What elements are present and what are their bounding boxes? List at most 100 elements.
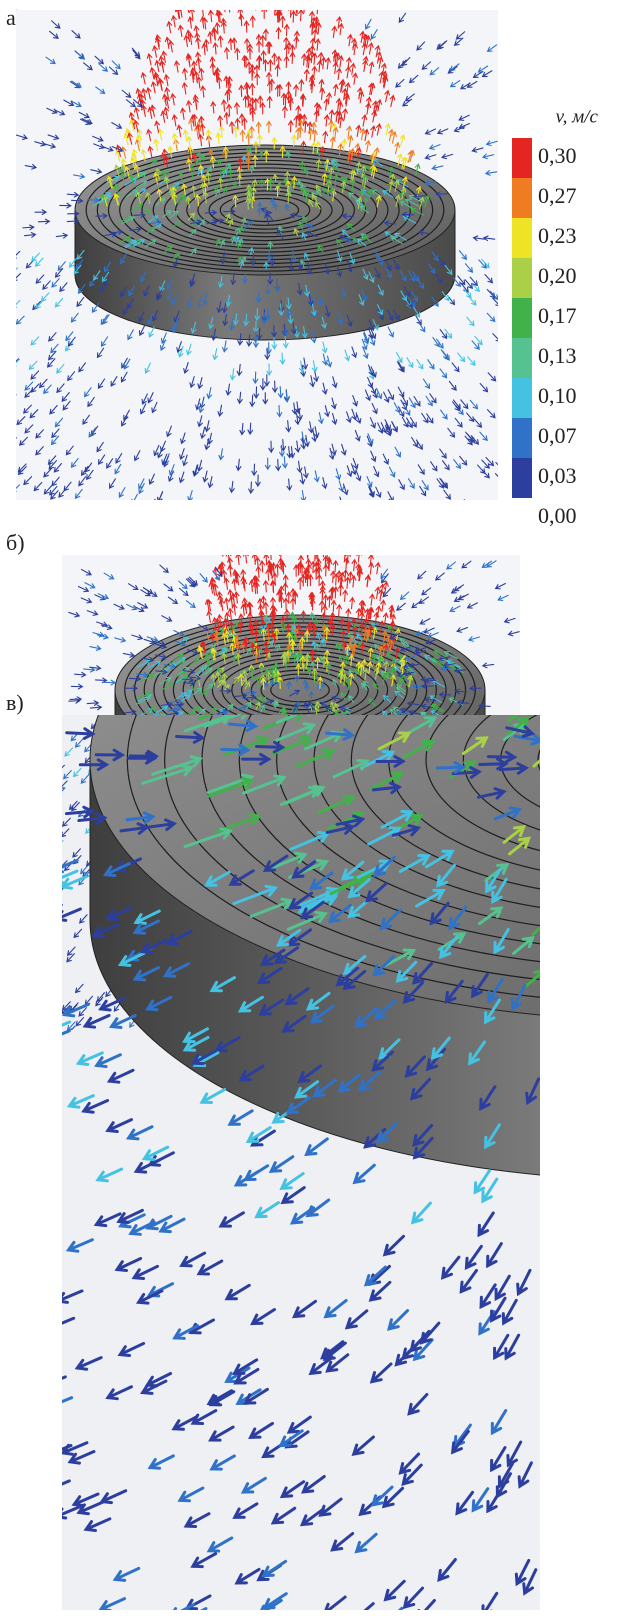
- flow-arrow: [312, 193, 318, 202]
- flow-arrow: [86, 469, 94, 481]
- flow-arrow: [429, 67, 440, 76]
- disc-ring: [130, 163, 400, 257]
- flow-arrow: [406, 417, 413, 429]
- flow-arrow: [592, 541, 605, 557]
- flow-arrow: [34, 257, 44, 267]
- flow-arrow: [347, 571, 354, 584]
- flow-arrow: [71, 80, 82, 88]
- flow-arrow: [411, 600, 422, 609]
- flow-arrow: [106, 458, 114, 469]
- flow-arrow: [189, 10, 195, 20]
- flow-arrow: [351, 558, 358, 572]
- flow-arrow: [167, 145, 174, 158]
- flow-arrow: [346, 125, 352, 138]
- flow-arrow: [448, 380, 457, 391]
- flow-arrow: [365, 18, 372, 30]
- flow-arrow: [516, 1268, 532, 1297]
- flow-arrow: [162, 210, 172, 218]
- flow-arrow: [361, 173, 368, 187]
- flow-arrow: [221, 99, 227, 112]
- flow-arrow: [453, 595, 465, 602]
- flow-arrow: [139, 403, 147, 415]
- flow-arrow: [356, 555, 358, 557]
- flow-arrow: [222, 145, 229, 159]
- flow-arrow: [289, 44, 296, 57]
- flow-arrow: [165, 929, 193, 946]
- flow-arrow: [484, 862, 510, 882]
- flow-arrow: [145, 239, 157, 247]
- flow-arrow: [150, 104, 156, 117]
- flow-arrow: [294, 412, 301, 426]
- disc-ring: [425, 715, 540, 852]
- flow-arrow: [427, 359, 435, 370]
- flow-arrow: [402, 670, 415, 677]
- flow-arrow: [328, 119, 334, 133]
- flow-arrow: [478, 757, 509, 771]
- flow-arrow: [440, 1255, 461, 1280]
- disc-ring: [219, 194, 311, 226]
- flow-arrow: [241, 597, 248, 610]
- flow-arrow: [214, 617, 221, 631]
- flow-arrow: [94, 677, 108, 684]
- flow-arrow: [121, 415, 128, 427]
- flow-arrow: [298, 78, 305, 92]
- flow-arrow: [171, 132, 178, 146]
- flow-arrow: [240, 1476, 267, 1494]
- flow-arrow: [336, 265, 343, 278]
- flow-arrow: [276, 181, 283, 194]
- flow-arrow: [258, 179, 265, 188]
- flow-arrow: [182, 1027, 209, 1044]
- flow-arrow: [494, 473, 498, 478]
- flow-arrow: [136, 659, 152, 668]
- flow-arrow: [362, 618, 369, 631]
- flow-arrow: [271, 325, 278, 338]
- flow-arrow: [279, 15, 286, 28]
- flow-arrow: [225, 213, 231, 222]
- flow-arrow: [287, 928, 313, 947]
- flow-arrow: [290, 597, 296, 610]
- flow-arrow: [67, 1025, 76, 1030]
- flow-arrow: [348, 635, 355, 649]
- flow-arrow: [282, 336, 289, 349]
- flow-arrow: [241, 752, 272, 766]
- flow-arrow: [16, 134, 29, 140]
- flow-arrow: [154, 653, 168, 660]
- flow-arrow: [512, 935, 535, 955]
- flow-arrow: [510, 984, 527, 1012]
- flow-arrow: [302, 466, 309, 479]
- flow-arrow: [133, 99, 143, 108]
- flow-arrow: [359, 127, 366, 141]
- flow-arrow: [157, 491, 164, 500]
- flow-arrow: [342, 107, 348, 121]
- flow-arrow: [238, 260, 245, 269]
- flow-arrow: [223, 111, 230, 125]
- flow-arrow: [439, 368, 448, 379]
- flow-arrow: [401, 56, 411, 67]
- flow-arrow: [265, 623, 272, 637]
- flow-arrow: [303, 10, 305, 14]
- disc-ring: [152, 171, 378, 249]
- flow-arrow: [249, 68, 255, 81]
- flow-arrow: [199, 1087, 227, 1104]
- disc-ring: [276, 715, 540, 927]
- flow-arrow: [73, 264, 82, 275]
- flow-arrow: [138, 324, 146, 337]
- flow-arrow: [62, 787, 66, 796]
- flow-arrow: [192, 687, 203, 696]
- flow-arrow: [388, 466, 396, 478]
- flow-arrow: [456, 699, 470, 706]
- flow-arrow: [381, 672, 388, 686]
- flow-arrow: [472, 235, 485, 242]
- flow-arrow: [338, 654, 345, 664]
- flow-arrow: [389, 94, 396, 108]
- flow-arrow: [169, 705, 183, 712]
- flow-arrow: [616, 544, 624, 560]
- flow-arrow: [111, 146, 124, 153]
- flow-arrow: [479, 431, 488, 442]
- flow-arrow: [368, 555, 374, 567]
- flow-arrow: [207, 432, 213, 446]
- flow-arrow: [187, 145, 194, 159]
- flow-arrow: [330, 599, 337, 613]
- disc-ring: [85, 148, 445, 272]
- flow-arrow: [315, 631, 322, 640]
